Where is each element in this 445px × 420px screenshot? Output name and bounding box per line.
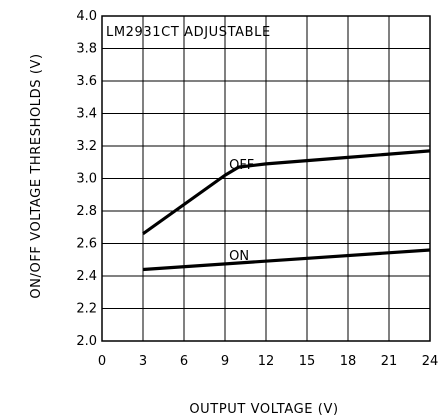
grid (101, 15, 431, 342)
y-tick-label: 3.4 (76, 107, 97, 122)
x-tick-label: 24 (422, 354, 439, 369)
y-tick-label: 3.6 (76, 74, 97, 89)
y-tick-labels: 2.0 2.2 2.4 2.6 2.8 3.0 3.2 3.4 3.6 3.8 4.0 (76, 9, 97, 349)
y-tick-label: 3.0 (76, 172, 97, 187)
x-tick-label: 0 (98, 354, 106, 369)
x-tick-labels: 0 3 6 9 12 15 18 21 24 (98, 354, 438, 369)
y-tick-label: 4.0 (76, 9, 97, 24)
y-axis-label: ON/OFF VOLTAGE THRESHOLDS (V) (29, 53, 44, 298)
series-line-off (142, 149, 431, 236)
x-axis-label: OUTPUT VOLTAGE (V) (189, 402, 338, 417)
y-tick-label: 2.8 (76, 204, 97, 219)
x-tick-label: 3 (139, 354, 147, 369)
y-tick-label: 2.2 (76, 302, 97, 317)
series-label-on: ON (229, 249, 249, 264)
series-line-on (142, 248, 431, 272)
x-tick-label: 9 (221, 354, 229, 369)
y-tick-label: 2.0 (76, 334, 97, 349)
x-tick-label: 6 (180, 354, 188, 369)
series-labels: OFF ON (229, 158, 254, 264)
y-tick-label: 3.2 (76, 139, 97, 154)
x-tick-label: 15 (299, 354, 316, 369)
y-tick-label: 3.8 (76, 42, 97, 57)
x-tick-label: 18 (340, 354, 357, 369)
plot-frame (101, 15, 431, 342)
y-tick-label: 2.6 (76, 237, 97, 252)
series-label-off: OFF (229, 158, 254, 173)
chart-title: LM2931CT ADJUSTABLE (106, 25, 271, 40)
x-tick-label: 21 (381, 354, 398, 369)
x-tick-label: 12 (258, 354, 275, 369)
y-tick-label: 2.4 (76, 269, 97, 284)
series-lines (142, 149, 431, 272)
